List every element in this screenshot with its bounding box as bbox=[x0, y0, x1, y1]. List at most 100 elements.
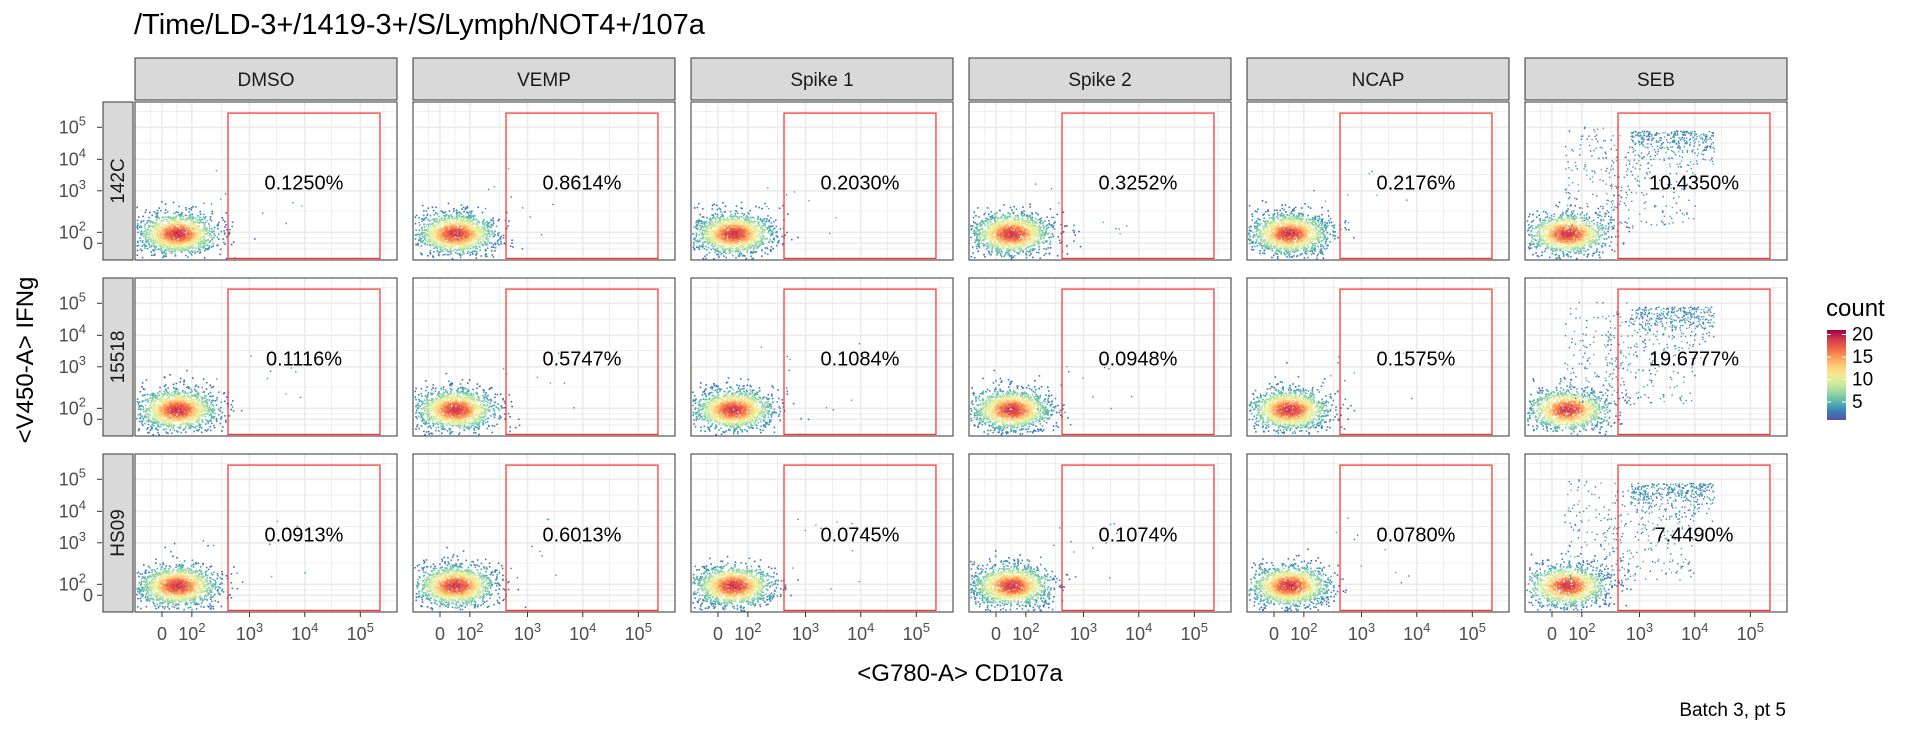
density-cell bbox=[706, 249, 708, 251]
density-cell bbox=[738, 230, 740, 232]
density-cell bbox=[441, 219, 444, 221]
density-cell bbox=[173, 233, 176, 235]
density-cell bbox=[152, 249, 154, 251]
density-cell bbox=[714, 224, 716, 226]
density-cell bbox=[724, 229, 726, 232]
density-cell bbox=[696, 206, 699, 209]
density-cell bbox=[458, 247, 461, 250]
density-cell bbox=[497, 239, 500, 241]
density-cell bbox=[732, 248, 734, 250]
facet-grid: DMSO VEMP Spike 1 Spike 2 NCAP SEB142C15518HS… bbox=[59, 57, 1788, 644]
density-cell bbox=[477, 240, 480, 243]
density-cell bbox=[719, 236, 722, 238]
density-cell bbox=[162, 251, 164, 254]
density-cell bbox=[450, 226, 452, 229]
event-point bbox=[835, 217, 837, 219]
density-cell bbox=[763, 219, 765, 222]
density-cell bbox=[1027, 239, 1029, 242]
column-strip bbox=[968, 57, 1232, 101]
density-cell bbox=[709, 238, 711, 241]
density-cell bbox=[428, 223, 431, 225]
density-cell bbox=[452, 220, 455, 222]
density-cell bbox=[178, 241, 181, 244]
density-cell bbox=[474, 236, 477, 238]
density-cell bbox=[740, 246, 742, 248]
density-cell bbox=[756, 244, 758, 247]
density-cell bbox=[1027, 225, 1030, 228]
density-cell bbox=[420, 232, 423, 235]
density-cell bbox=[224, 220, 226, 223]
density-cell bbox=[157, 228, 159, 230]
y-tick-label: 103 bbox=[59, 529, 86, 553]
density-cell bbox=[465, 231, 467, 233]
density-cell bbox=[185, 242, 188, 244]
density-cell bbox=[465, 215, 468, 218]
density-cell bbox=[1032, 224, 1035, 227]
density-cell bbox=[716, 237, 719, 239]
density-cell bbox=[162, 219, 164, 222]
density-cell bbox=[189, 246, 192, 249]
density-cell bbox=[753, 237, 755, 239]
density-cell bbox=[758, 240, 761, 243]
density-cell bbox=[205, 228, 207, 231]
event-point bbox=[775, 225, 778, 228]
density-cell bbox=[718, 207, 721, 210]
density-cell bbox=[459, 242, 462, 245]
density-cell bbox=[757, 223, 760, 225]
density-cell bbox=[425, 233, 428, 235]
density-cell bbox=[184, 238, 187, 240]
density-cell bbox=[757, 215, 760, 218]
density-cell bbox=[158, 241, 160, 243]
density-cell bbox=[721, 225, 724, 228]
density-cell bbox=[143, 235, 145, 237]
density-cell bbox=[436, 229, 438, 231]
density-cell bbox=[455, 212, 458, 214]
density-cell bbox=[153, 246, 156, 249]
density-cell bbox=[165, 234, 168, 237]
density-cell bbox=[452, 245, 454, 247]
density-cell bbox=[728, 235, 730, 237]
density-cell bbox=[189, 223, 191, 225]
density-cell bbox=[179, 213, 181, 216]
density-cell bbox=[1019, 230, 1021, 232]
density-cell bbox=[492, 235, 495, 238]
density-cell bbox=[970, 228, 973, 231]
density-cell bbox=[735, 224, 737, 227]
density-cell bbox=[738, 228, 741, 231]
density-cell bbox=[444, 253, 446, 256]
density-cell bbox=[1001, 255, 1003, 258]
density-cell bbox=[174, 226, 176, 229]
density-cell bbox=[732, 234, 735, 237]
density-cell bbox=[721, 231, 723, 234]
density-cell bbox=[151, 214, 153, 217]
density-cell bbox=[705, 228, 708, 231]
density-cell bbox=[758, 245, 760, 248]
density-cell bbox=[423, 226, 426, 228]
density-cell bbox=[186, 231, 189, 234]
density-cell bbox=[204, 249, 206, 252]
density-cell bbox=[718, 231, 721, 234]
density-cell bbox=[456, 213, 458, 216]
density-cell bbox=[182, 218, 184, 220]
density-cell bbox=[453, 226, 455, 229]
density-cell bbox=[446, 251, 449, 253]
density-cell bbox=[174, 244, 177, 247]
density-cell bbox=[199, 216, 201, 219]
density-cell bbox=[197, 234, 199, 236]
density-cell bbox=[414, 222, 417, 225]
density-cell bbox=[487, 240, 489, 242]
density-cell bbox=[463, 230, 466, 233]
density-cell bbox=[763, 235, 765, 237]
density-cell bbox=[439, 245, 441, 247]
density-cell bbox=[188, 251, 191, 254]
density-cell bbox=[736, 224, 739, 227]
density-cell bbox=[711, 214, 713, 216]
density-cell bbox=[772, 241, 774, 243]
density-cell bbox=[419, 224, 421, 226]
density-cell bbox=[173, 224, 176, 227]
density-cell bbox=[711, 243, 714, 246]
density-cell bbox=[448, 251, 450, 253]
density-cell bbox=[738, 223, 740, 226]
density-cell bbox=[444, 225, 446, 228]
density-cell bbox=[717, 230, 720, 233]
